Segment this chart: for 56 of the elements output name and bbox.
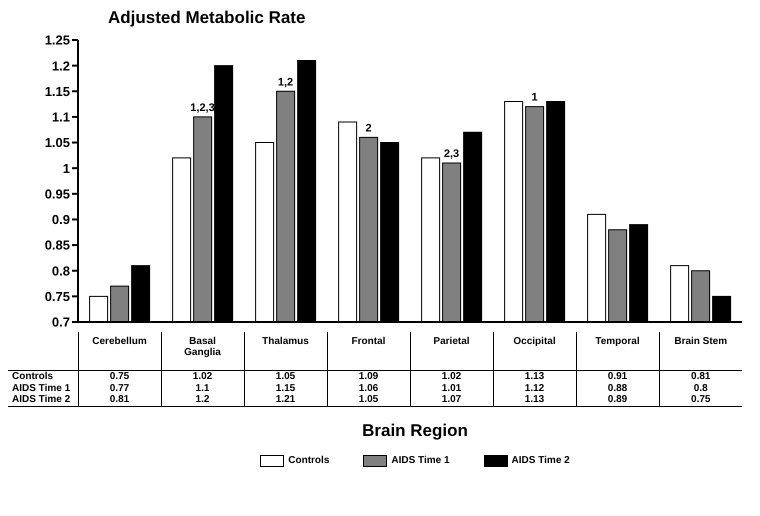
- data-label: 1.05: [244, 370, 327, 382]
- legend-label: AIDS Time 2: [512, 455, 570, 466]
- y-tick-label: 0.75: [44, 288, 70, 304]
- x-tick-label: Occipital: [493, 332, 576, 370]
- data-label: 0.81: [78, 394, 161, 406]
- annotation: 1,2: [278, 76, 294, 88]
- y-tick-label: 0.85: [44, 238, 70, 253]
- data-label: 1.13: [493, 370, 576, 382]
- annotation: 2: [365, 122, 372, 134]
- legend-label: AIDS Time 1: [391, 455, 450, 466]
- data-label: 1.02: [410, 370, 493, 382]
- y-tick-label: 1.05: [44, 135, 70, 150]
- y-tick-label: 1.2: [52, 58, 70, 74]
- data-label: 1.15: [244, 382, 327, 394]
- text: Controls: [12, 370, 54, 382]
- data-label: 1.01: [410, 382, 493, 394]
- y-tick-label: 0.95: [44, 186, 70, 202]
- chart-title: Adjusted Metabolic Rate: [108, 8, 306, 29]
- legend-label: Controls: [288, 455, 330, 466]
- data-label: 0.77: [78, 382, 161, 394]
- data-label: 0.89: [576, 394, 659, 406]
- data-label: 1.06: [327, 382, 410, 394]
- x-tick-label: Cerebellum: [78, 332, 161, 370]
- x-axis-title: Brain Region: [361, 420, 469, 440]
- data-label: 0.75: [659, 394, 742, 406]
- text: AIDS Time 2: [12, 394, 70, 406]
- data-label: 0.88: [576, 382, 659, 394]
- y-tick-label: 0.9: [52, 212, 70, 228]
- data-label: 1.2: [161, 394, 244, 406]
- y-tick-label: 1: [62, 160, 70, 176]
- x-tick-label: Basal Ganglia: [161, 332, 244, 370]
- data-label: 1.05: [327, 394, 410, 406]
- data-label: 1.1: [161, 382, 244, 394]
- y-tick-label: 1.25: [44, 32, 70, 48]
- data-label: 1.07: [410, 394, 493, 406]
- data-label: 1.09: [327, 370, 410, 382]
- x-tick-label: Thalamus: [244, 332, 327, 370]
- text: AIDS Time 1: [12, 382, 70, 394]
- annotation: 2,3: [444, 148, 460, 160]
- data-label: 0.8: [659, 382, 742, 394]
- x-tick-label: Brain Stem: [659, 332, 742, 370]
- x-tick-label: Temporal: [576, 332, 659, 370]
- data-label: 1.21: [244, 394, 327, 406]
- annotation: 1: [531, 92, 538, 104]
- x-tick-label: Parietal: [410, 332, 493, 370]
- y-tick-label: 0.7: [52, 314, 70, 330]
- y-tick-label: 1.1: [52, 110, 70, 125]
- data-label: 1.12: [493, 382, 576, 394]
- data-label: 1.02: [161, 370, 244, 382]
- x-tick-label: Frontal: [327, 332, 410, 370]
- y-tick-label: 1.15: [44, 84, 70, 99]
- data-label: 0.81: [659, 370, 742, 382]
- data-label: 1.13: [493, 394, 576, 406]
- data-label: 0.91: [576, 370, 659, 382]
- data-label: 0.75: [78, 370, 161, 382]
- y-tick-label: 0.8: [52, 263, 70, 278]
